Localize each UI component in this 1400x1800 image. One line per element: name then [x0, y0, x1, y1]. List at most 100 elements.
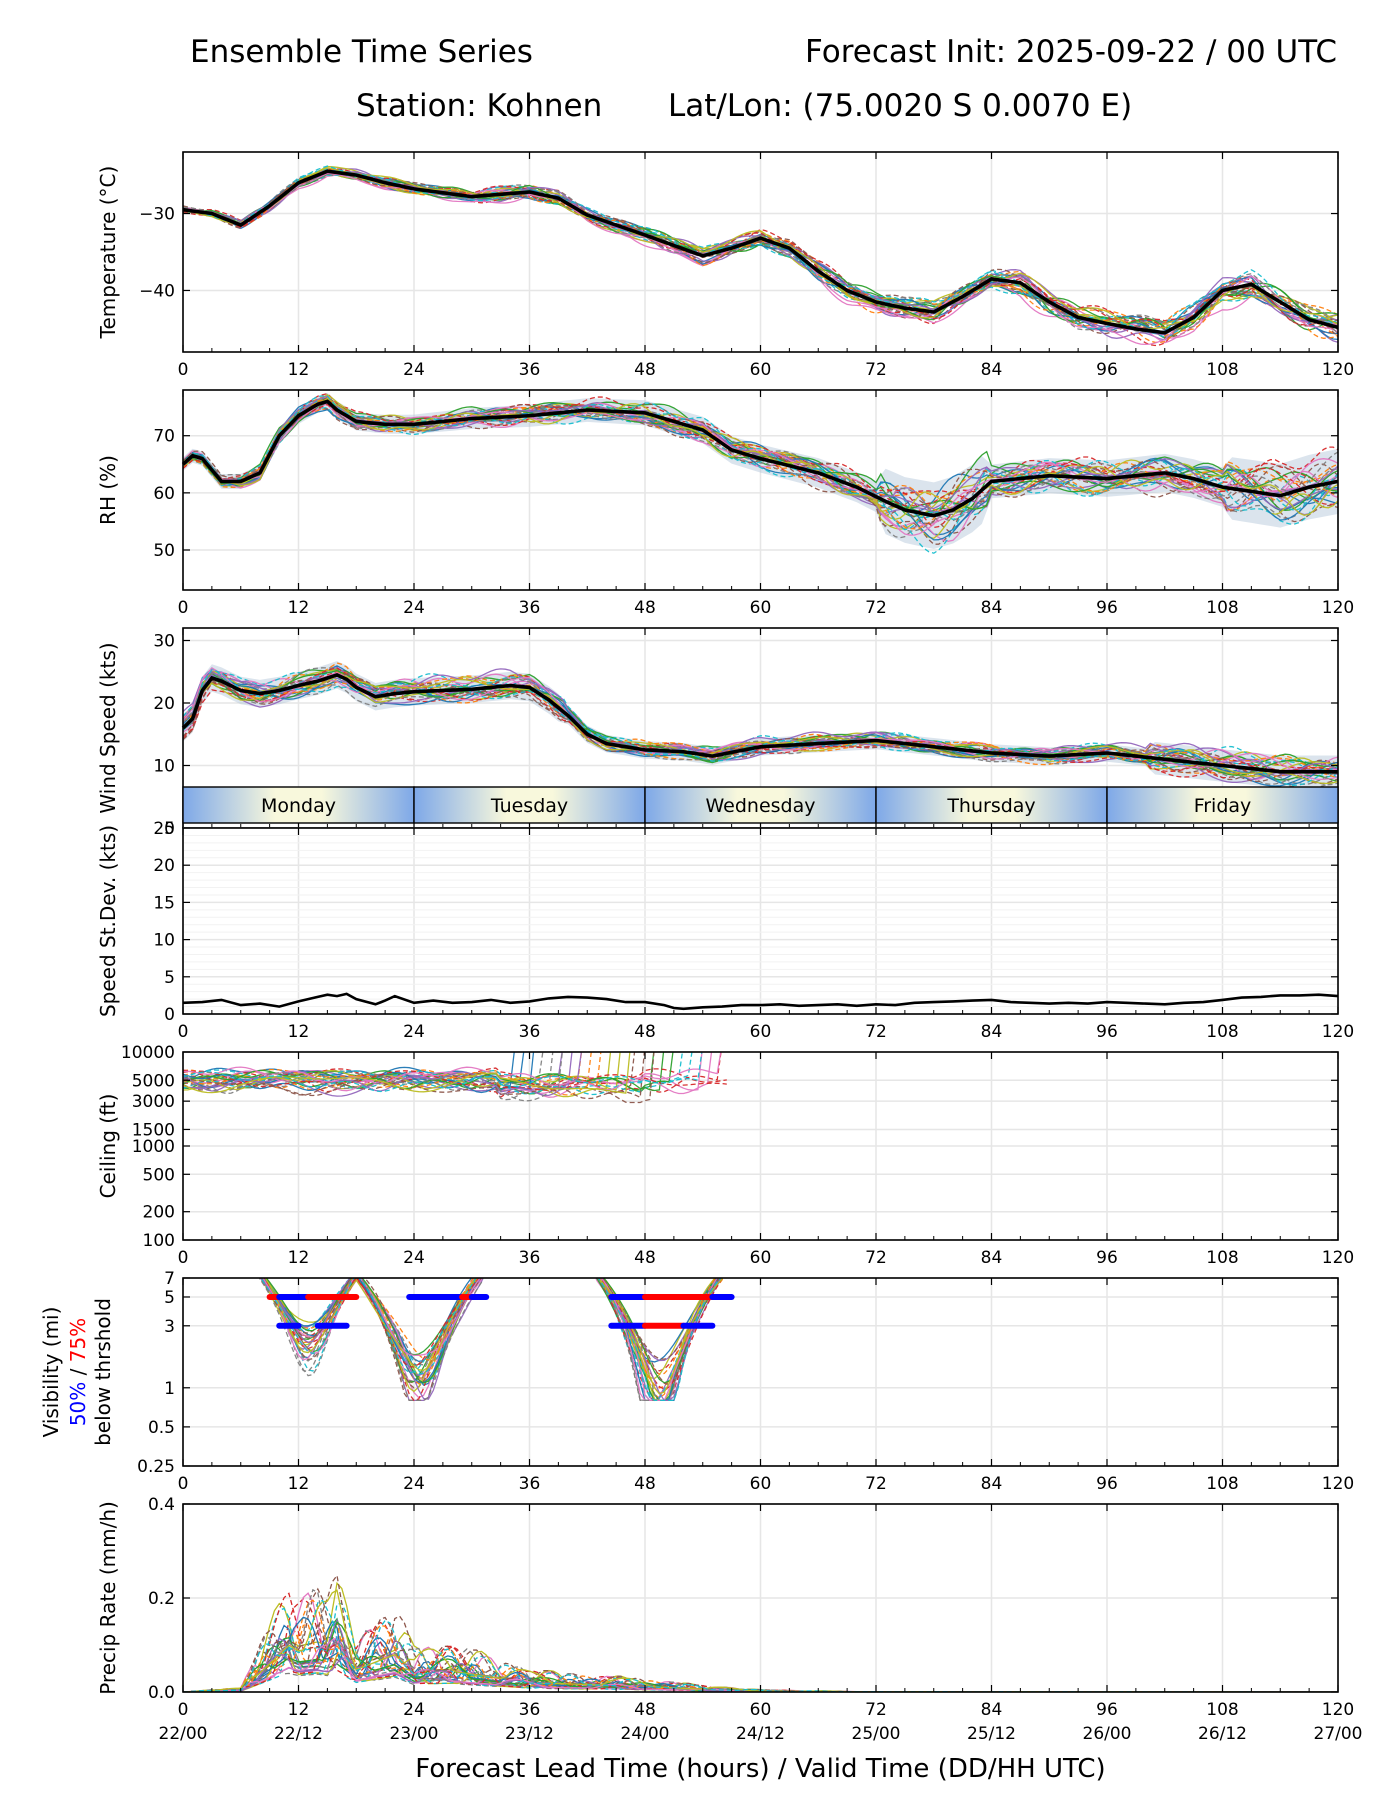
visibility-xtick-label: 48: [634, 1474, 656, 1494]
precip-member-line: [183, 1598, 1338, 1692]
day-label-friday: Friday: [1194, 795, 1252, 817]
valid-time-label: 26/12: [1198, 1724, 1247, 1744]
visibility-ytick-label: 7: [164, 1269, 175, 1289]
precip-xtick-label: 24: [403, 1700, 425, 1720]
ceiling-xtick-label: 108: [1206, 1248, 1238, 1268]
day-label-thursday: Thursday: [946, 795, 1035, 817]
visibility-xtick-label: 96: [1096, 1474, 1118, 1494]
x-axis-label: Forecast Lead Time (hours) / Valid Time …: [415, 1754, 1105, 1784]
valid-time-label: 25/12: [967, 1724, 1016, 1744]
rh-spread-band: [183, 392, 1338, 549]
visibility-member-line: [264, 1278, 716, 1402]
label-50pct: 50%: [66, 1382, 90, 1426]
wind_speed-member-line: [183, 672, 1338, 785]
visibility-ytick-label: 0.5: [148, 1418, 175, 1438]
precip-ylabel: Precip Rate (mm/h): [96, 1501, 120, 1695]
rh-xtick-label: 72: [865, 598, 887, 618]
ceiling-member-line: [183, 1052, 674, 1091]
valid-time-label: 26/00: [1083, 1724, 1132, 1744]
wind_speed-mean-line: [181, 672, 1338, 774]
visibility-xtick-label: 24: [403, 1474, 425, 1494]
ceiling-xtick-label: 0: [178, 1248, 189, 1268]
precip-xtick-label: 108: [1206, 1700, 1238, 1720]
temperature-xtick-label: 12: [288, 360, 310, 380]
ceiling-ytick-label: 100: [143, 1231, 175, 1251]
visibility-ylabel-thresholds: 50% / 75%: [66, 1318, 90, 1426]
precip-xtick-label: 72: [865, 1700, 887, 1720]
visibility-member-line: [263, 1278, 723, 1390]
rh-xtick-label: 120: [1322, 598, 1354, 618]
temperature-ylabel: Temperature (°C): [96, 166, 120, 340]
ceiling-xtick-label: 72: [865, 1248, 887, 1268]
stdev-line: [182, 992, 1339, 1011]
temperature-ytick-label: −30: [139, 205, 175, 225]
rh-members: [183, 392, 1338, 554]
precip-xtick-label: 48: [634, 1700, 656, 1720]
visibility-xtick-label: 84: [981, 1474, 1003, 1494]
speed_stdev-ytick-label: 20: [153, 856, 175, 876]
speed_stdev-xtick-label: 60: [750, 1022, 772, 1042]
visibility-xtick-label: 72: [865, 1474, 887, 1494]
valid-time-label: 25/00: [852, 1724, 901, 1744]
ceiling-ytick-label: 3000: [132, 1092, 175, 1112]
wind_speed-ytick-label: 30: [153, 632, 175, 652]
wind_speed-ytick-label: 0: [164, 819, 175, 839]
visibility-ylabel-2: below thrshold: [91, 1298, 115, 1446]
threshold-bars: [266, 1293, 735, 1329]
wind_speed-ytick-label: 20: [153, 694, 175, 714]
ceiling-member-line: [183, 1052, 583, 1097]
visibility-xtick-label: 108: [1206, 1474, 1238, 1494]
ceiling-member-line: [183, 1052, 722, 1099]
visibility-xtick-label: 120: [1322, 1474, 1354, 1494]
temperature-xtick-label: 72: [865, 360, 887, 380]
panel-temperature: −30 −40 0 12 24 36 48 60 72 84 96 108 120 Temperature…: [96, 151, 1354, 380]
precip-member-line: [183, 1639, 1338, 1692]
ceiling-member-line: [183, 1052, 722, 1091]
ceiling-xtick-label: 120: [1322, 1248, 1354, 1268]
rh-xtick-label: 96: [1096, 598, 1118, 618]
ceiling-xtick-label: 12: [288, 1248, 310, 1268]
visibility-ytick-label: 3: [164, 1317, 175, 1337]
ceiling-ytick-label: 5000: [132, 1071, 175, 1091]
ceiling-xtick-label: 84: [981, 1248, 1003, 1268]
precip-xtick-label: 120: [1322, 1700, 1354, 1720]
ceiling-xtick-label: 24: [403, 1248, 425, 1268]
ceiling-member-line: [183, 1052, 554, 1101]
precip-ytick-label: 0.4: [148, 1495, 175, 1515]
rh-member-line: [183, 396, 1338, 525]
visibility-ytick-label: 0.25: [137, 1457, 175, 1477]
temperature-xtick-label: 0: [178, 360, 189, 380]
precip-xtick-label: 60: [750, 1700, 772, 1720]
rh-member-line: [183, 395, 1338, 531]
day-cell: [1106, 786, 1339, 824]
rh-xtick-label: 48: [634, 598, 656, 618]
speed_stdev-xtick-label: 36: [519, 1022, 541, 1042]
precip-ytick-label: 0.2: [148, 1589, 175, 1609]
temperature-xtick-label: 36: [519, 360, 541, 380]
ceiling-member-line: [183, 1067, 727, 1089]
speed_stdev-xtick-label: 24: [403, 1022, 425, 1042]
speed_stdev-xtick-label: 72: [865, 1022, 887, 1042]
temperature-xtick-label: 60: [750, 360, 772, 380]
rh-xtick-label: 12: [288, 598, 310, 618]
rh-band-group: [183, 392, 1338, 549]
valid-time-label: 23/00: [390, 1724, 439, 1744]
rh-xtick-label: 84: [981, 598, 1003, 618]
rh-ytick-label: 70: [153, 427, 175, 447]
temperature-xtick-label: 24: [403, 360, 425, 380]
ceiling-ylabel: Ceiling (ft): [96, 1094, 120, 1199]
day-label-monday: Monday: [261, 795, 336, 817]
visibility-member-line: [259, 1278, 722, 1402]
speed_stdev-ytick-label: 25: [153, 819, 175, 839]
visibility-xtick-label: 36: [519, 1474, 541, 1494]
day-cell: [875, 786, 1108, 824]
ceiling-ytick-label: 200: [143, 1203, 175, 1223]
visibility-members: [258, 1278, 724, 1402]
speed_stdev-ytick-label: 15: [153, 893, 175, 913]
visibility-xtick-label: 60: [750, 1474, 772, 1494]
ceiling-member-line: [183, 1052, 631, 1094]
title-left: Ensemble Time Series: [190, 34, 533, 70]
temperature-xtick-label: 120: [1322, 360, 1354, 380]
